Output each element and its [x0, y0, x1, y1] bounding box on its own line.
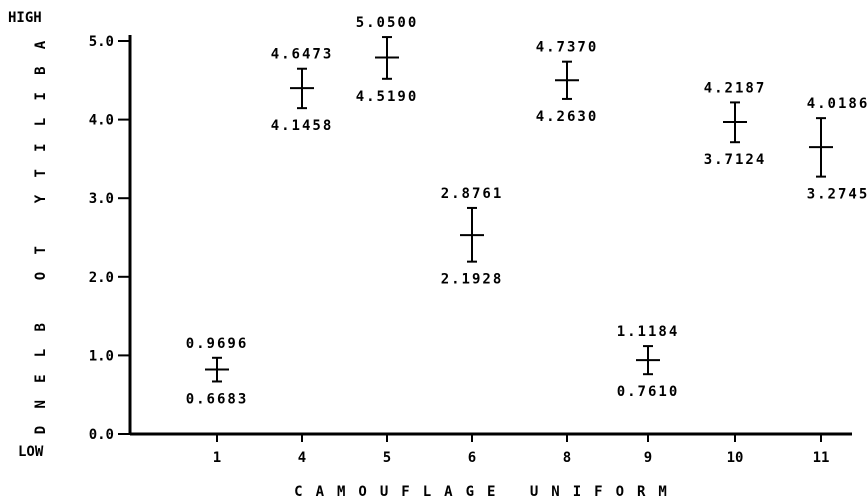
error-bars — [205, 36, 833, 383]
y-tick-label: 0.0 — [89, 427, 114, 443]
x-tick-label: 4 — [298, 450, 306, 466]
y-axis-title-letter: L — [33, 118, 49, 126]
y-tick-label: 5.0 — [89, 34, 114, 50]
lower-value-label: 4.2630 — [536, 109, 599, 125]
upper-value-label: 0.9696 — [186, 336, 249, 352]
upper-value-label: 5.0500 — [356, 15, 419, 31]
axes — [128, 35, 852, 436]
y-axis-title-letter: T — [33, 246, 49, 254]
x-tick-label: 6 — [468, 450, 476, 466]
error-bar — [290, 67, 314, 110]
y-high-label: HIGH — [8, 10, 42, 26]
error-bar — [205, 356, 229, 383]
lower-value-label: 4.1458 — [271, 118, 334, 134]
y-axis-title-letter: L — [33, 349, 49, 357]
y-axis-ticks: 0.0 1.0 2.0 3.0 4.0 5.0 — [89, 34, 130, 443]
value-labels: 0.9696 0.6683 4.6473 4.1458 5.0500 4.5190 2.87… — [186, 15, 867, 407]
upper-value-label: 2.8761 — [441, 186, 504, 202]
lower-value-label: 4.5190 — [356, 89, 419, 105]
error-bar — [636, 345, 660, 376]
error-bar — [375, 36, 399, 80]
x-tick-label: 8 — [563, 450, 571, 466]
y-axis-title-letter: A — [33, 40, 49, 49]
y-axis-title-letter: B — [33, 66, 49, 74]
x-axis-title: CAMOUFLAGE UNIFORM — [294, 484, 680, 500]
x-tick-label: 10 — [727, 450, 744, 466]
error-bar — [460, 206, 484, 263]
x-tick-label: 11 — [813, 450, 830, 466]
upper-value-label: 1.1184 — [617, 324, 680, 340]
error-bar — [555, 60, 579, 100]
error-bar — [723, 101, 747, 144]
y-axis-title-letter: D — [33, 426, 49, 434]
y-axis-title-letter: I — [33, 92, 49, 100]
lower-value-label: 3.7124 — [704, 152, 767, 168]
y-axis-title-letter: T — [33, 169, 49, 177]
lower-value-label: 0.7610 — [617, 384, 680, 400]
upper-value-label: 4.6473 — [271, 47, 334, 63]
y-tick-label: 4.0 — [89, 113, 114, 129]
y-axis-title: A B I L I T Y T O B L E N D — [33, 40, 49, 434]
x-tick-label: 9 — [644, 450, 652, 466]
y-axis-title-letter: N — [33, 400, 49, 408]
lower-value-label: 2.1928 — [441, 272, 504, 288]
y-axis-title-letter: B — [33, 323, 49, 331]
y-tick-label: 1.0 — [89, 348, 114, 364]
upper-value-label: 4.7370 — [536, 40, 599, 56]
y-tick-label: 2.0 — [89, 270, 114, 286]
y-axis-title-letter: I — [33, 143, 49, 151]
upper-value-label: 4.0186 — [807, 96, 867, 112]
x-tick-label: 5 — [383, 450, 391, 466]
y-axis-title-letter: E — [33, 374, 49, 382]
y-axis-title-letter: Y — [33, 194, 49, 203]
x-axis-ticks: 1 4 5 6 8 9 10 11 — [213, 434, 830, 466]
upper-value-label: 4.2187 — [704, 80, 767, 96]
x-axis-title-text: CAMOUFLAGE UNIFORM — [294, 484, 680, 500]
x-tick-label: 1 — [213, 450, 221, 466]
error-bar — [809, 117, 833, 178]
lower-value-label: 3.2745 — [807, 187, 867, 203]
y-low-label: LOW — [18, 444, 44, 460]
y-tick-label: 3.0 — [89, 191, 114, 207]
lower-value-label: 0.6683 — [186, 391, 249, 407]
y-axis-title-letter: O — [33, 272, 49, 280]
